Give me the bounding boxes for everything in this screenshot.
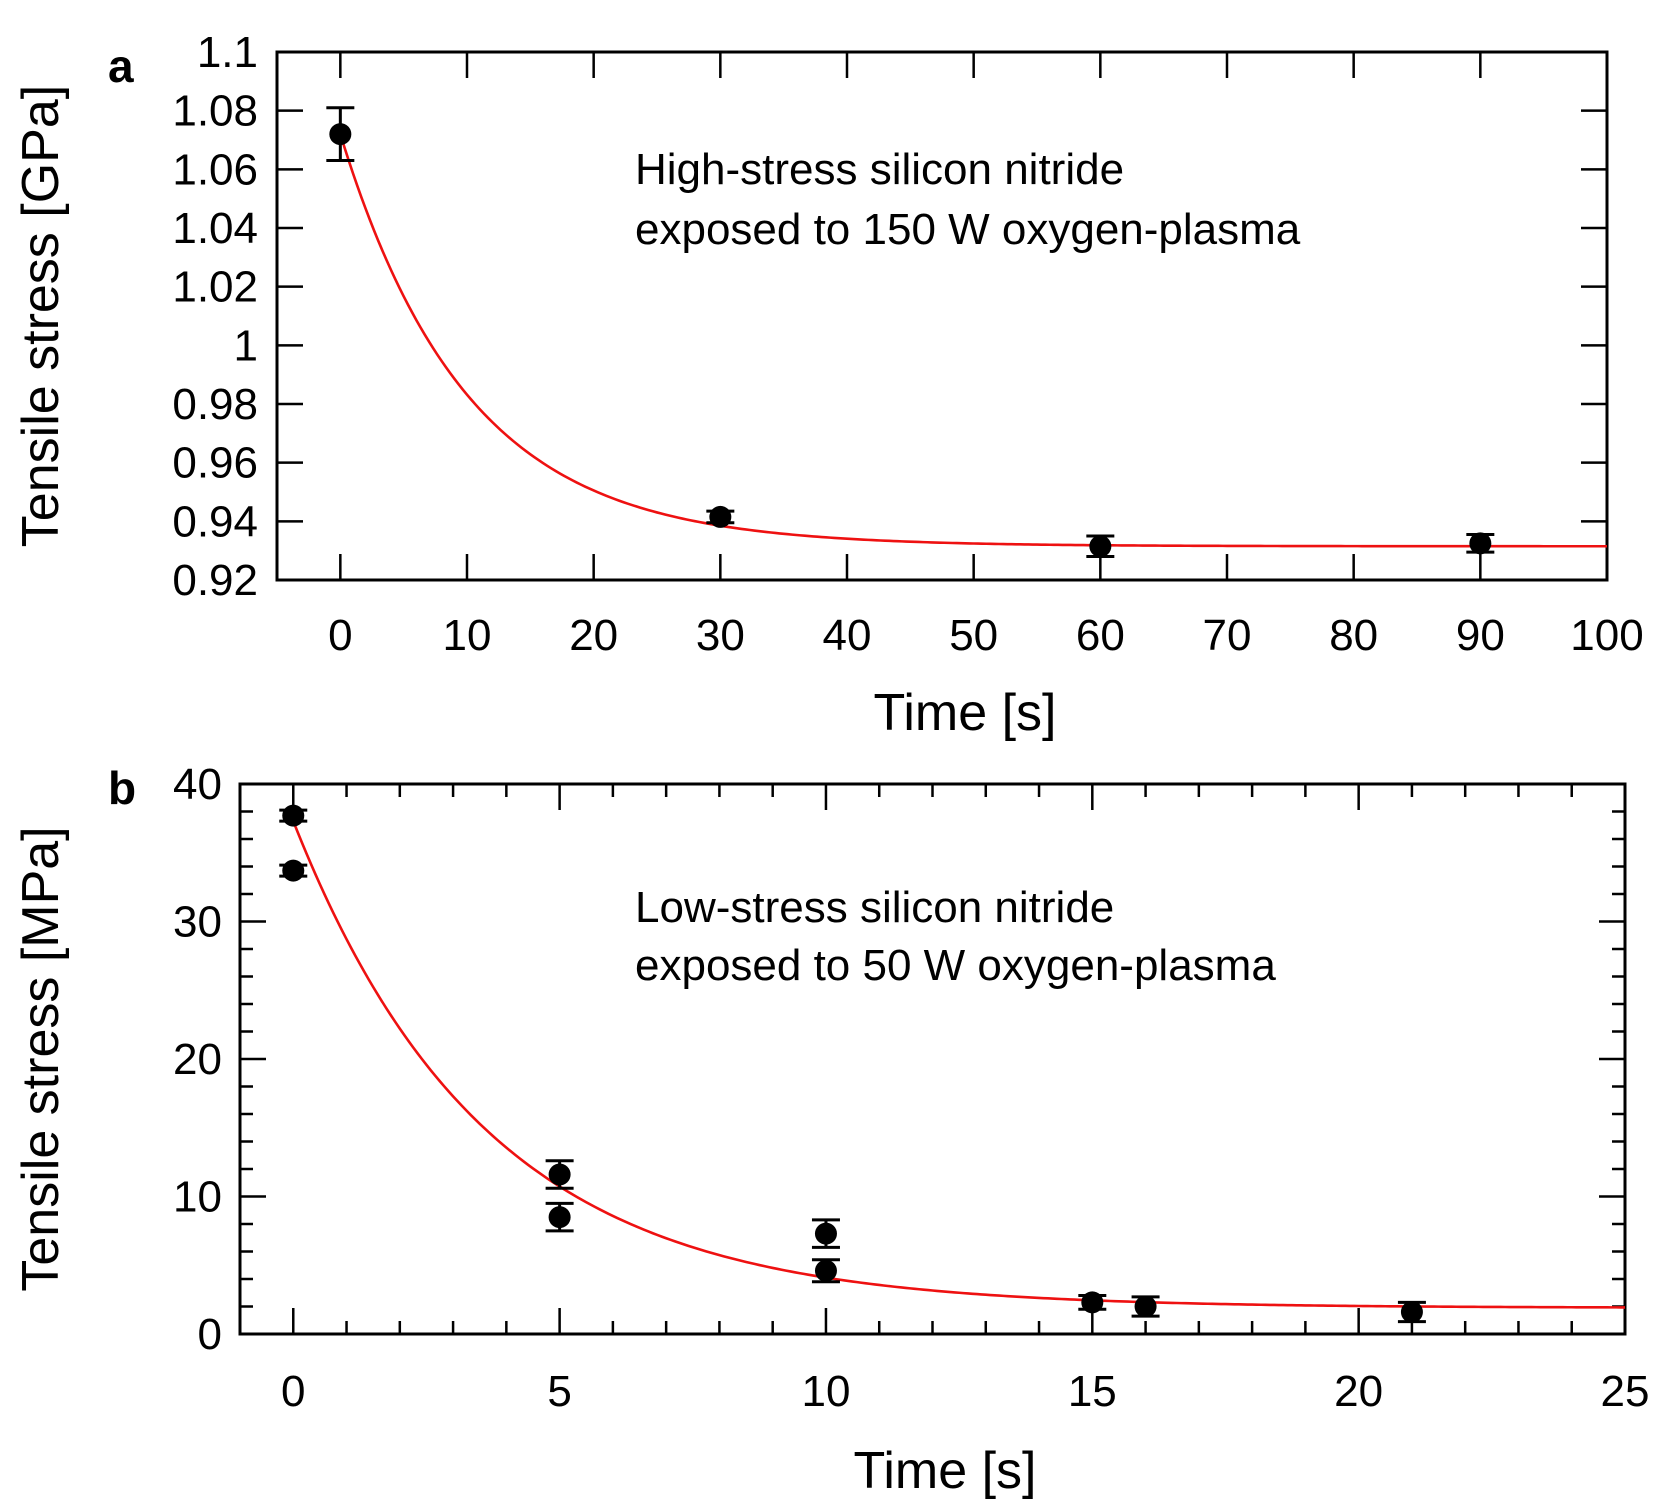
data-marker (814, 1259, 837, 1282)
annotation-b-line1: Low-stress silicon nitride (635, 883, 1114, 932)
annotation-b-line2: exposed to 50 W oxygen-plasma (635, 941, 1276, 990)
y-tick-label-b: 40 (173, 760, 222, 809)
data-point (1466, 532, 1495, 555)
x-tick-label-a: 60 (1076, 611, 1125, 660)
data-marker (1081, 1291, 1104, 1314)
fit-curve-a (339, 133, 1607, 548)
x-tick-label-a: 30 (696, 611, 745, 660)
data-point (1397, 1300, 1426, 1324)
x-tick-label-a: 90 (1456, 611, 1505, 660)
annotation-a-line1: High-stress silicon nitride (635, 145, 1124, 194)
panel-label-a: a (108, 40, 134, 92)
x-tick-label-a: 70 (1203, 611, 1252, 660)
data-point (279, 859, 308, 882)
data-point (811, 1258, 840, 1284)
panel-label-b: b (108, 762, 136, 814)
data-marker (282, 859, 305, 882)
data-point (545, 1201, 574, 1233)
y-axis-label-b: Tensile stress [MPa] (12, 826, 70, 1291)
tick-labels-b: 0 5 10 15 20 25 0 10 20 30 40 (173, 760, 1649, 1416)
x-tick-label-b: 15 (1068, 1367, 1117, 1416)
x-tick-label-a: 0 (328, 611, 352, 660)
fit-line-a (339, 133, 1607, 548)
data-marker (1469, 532, 1492, 555)
x-axis-label-a: Time [s] (874, 684, 1057, 742)
y-tick-label-b: 0 (198, 1310, 222, 1359)
data-marker (1134, 1295, 1157, 1318)
data-marker (282, 804, 305, 827)
data-marker (329, 123, 352, 146)
data-point (279, 804, 308, 827)
x-tick-label-a: 10 (443, 611, 492, 660)
x-tick-label-a: 100 (1570, 611, 1643, 660)
data-point (811, 1218, 840, 1249)
x-tick-label-b: 25 (1601, 1367, 1650, 1416)
y-tick-label-a: 1 (234, 321, 258, 370)
y-tick-label-a: 0.96 (172, 439, 258, 488)
y-tick-label-a: 0.94 (172, 497, 258, 546)
tick-labels-a: 0 10 20 30 40 50 60 70 80 90 100 0.92 0.94 0.96 0.98 1 1… (172, 28, 1643, 660)
data-marker (548, 1206, 571, 1229)
y-tick-label-b: 30 (173, 898, 222, 947)
y-tick-label-a: 1.06 (172, 145, 258, 194)
y-tick-label-a: 1.08 (172, 87, 258, 136)
ticks-b (238, 782, 1627, 1336)
x-tick-label-b: 20 (1334, 1367, 1383, 1416)
y-tick-label-b: 20 (173, 1035, 222, 1084)
data-points-b (279, 804, 1426, 1324)
data-marker (1089, 535, 1112, 558)
x-axis-label-b: Time [s] (854, 1442, 1037, 1500)
x-tick-label-a: 80 (1329, 611, 1378, 660)
plot-frame-a (275, 50, 1609, 582)
chart-panel-b: b Time [s] Tensile stress [MPa] Low-stre… (12, 760, 1649, 1500)
data-marker (814, 1222, 837, 1245)
annotation-a-line2: exposed to 150 W oxygen-plasma (635, 205, 1301, 254)
data-marker (548, 1163, 571, 1186)
y-tick-label-b: 10 (173, 1173, 222, 1222)
data-point (1078, 1291, 1107, 1314)
y-tick-label-a: 0.98 (172, 380, 258, 429)
y-axis-label-a: Tensile stress [GPa] (12, 85, 70, 547)
data-points-a (326, 106, 1495, 559)
x-tick-label-a: 20 (569, 611, 618, 660)
x-tick-label-b: 0 (281, 1367, 305, 1416)
x-tick-label-b: 10 (801, 1367, 850, 1416)
x-tick-label-a: 40 (823, 611, 872, 660)
plot-frame-b (238, 782, 1627, 1336)
data-point (1131, 1295, 1160, 1318)
data-marker (1400, 1301, 1423, 1323)
data-point (545, 1159, 574, 1190)
y-tick-label-a: 0.92 (172, 556, 258, 605)
data-point (1086, 534, 1115, 559)
y-tick-label-a: 1.02 (172, 263, 258, 312)
data-marker (709, 505, 732, 528)
x-tick-label-b: 5 (547, 1367, 571, 1416)
x-tick-label-a: 50 (949, 611, 998, 660)
chart-panel-a: a Time [s] Tensile stress [GPa] High-str… (12, 28, 1644, 742)
y-tick-label-a: 1.04 (172, 204, 258, 253)
data-point (706, 505, 735, 528)
ticks-a (277, 50, 1609, 582)
data-point (326, 106, 355, 163)
y-tick-label-a: 1.1 (197, 28, 258, 77)
